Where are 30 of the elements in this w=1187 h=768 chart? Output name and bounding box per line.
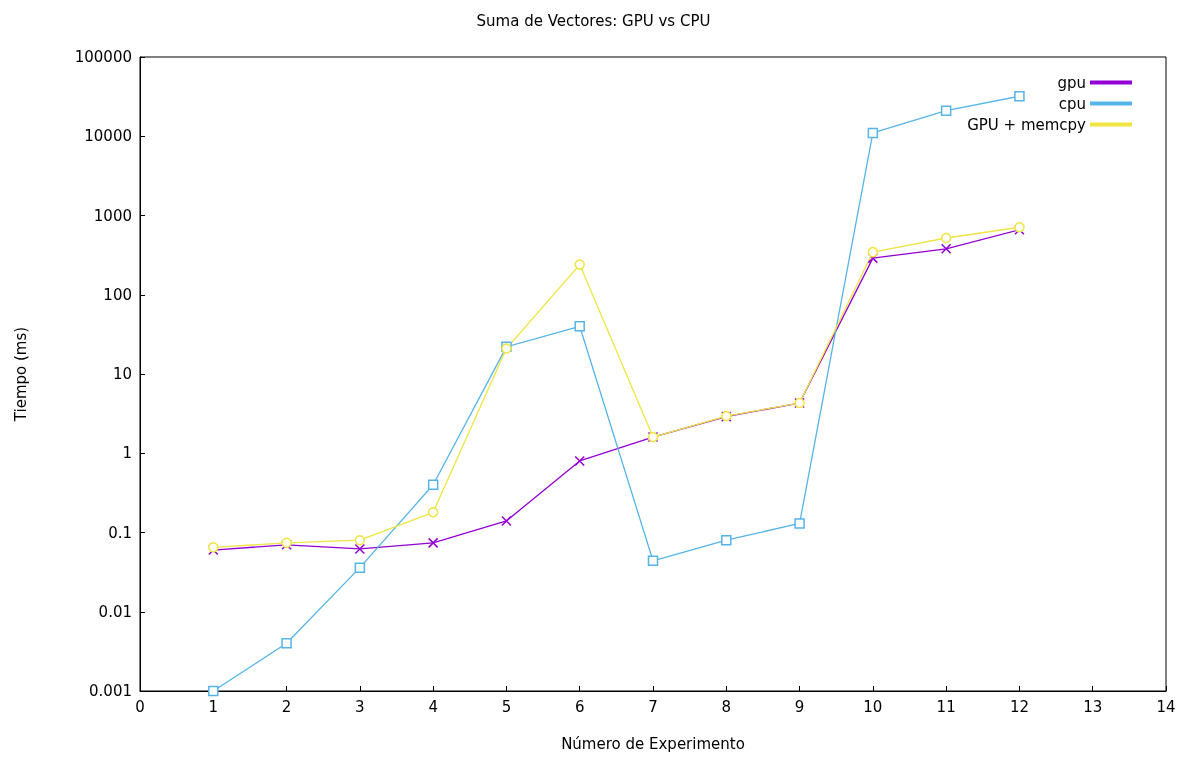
y-tick-label: 10000 [84,127,132,146]
x-tick-label: 7 [648,697,658,716]
y-axis-title: Tiempo (ms) [11,326,30,423]
legend-label: cpu [1058,94,1086,113]
x-tick-label: 4 [428,697,438,716]
x-tick-label: 1 [208,697,219,716]
x-tick-label: 8 [721,697,732,716]
y-tick-label: 10 [112,365,132,383]
x-axis-title: Número de Experimento [561,734,745,753]
x-tick-label: 0 [135,697,145,716]
legend-label: gpu [1057,73,1086,92]
y-tick-label: 1 [122,444,132,463]
x-tick-label: 13 [1083,697,1103,716]
y-tick-label: 100000 [74,48,132,66]
y-tick-label: 0.01 [98,602,132,621]
x-tick-label: 12 [1009,697,1029,716]
x-tick-label: 14 [1156,697,1176,716]
x-tick-label: 10 [863,697,883,716]
legend-label: GPU + memcpy [967,115,1087,134]
y-tick-label: 0.1 [108,523,132,542]
y-tick-label: 0.001 [89,682,132,700]
y-tick-label: 1000 [93,206,132,225]
chart-title: Suma de Vectores: GPU vs CPU [476,11,711,30]
x-tick-label: 6 [574,697,585,716]
x-tick-label: 9 [794,697,805,716]
y-tick-label: 100 [103,285,132,304]
x-tick-label: 11 [936,697,956,716]
x-tick-label: 3 [355,697,365,716]
x-tick-label: 5 [501,697,512,716]
x-tick-label: 2 [281,697,292,716]
